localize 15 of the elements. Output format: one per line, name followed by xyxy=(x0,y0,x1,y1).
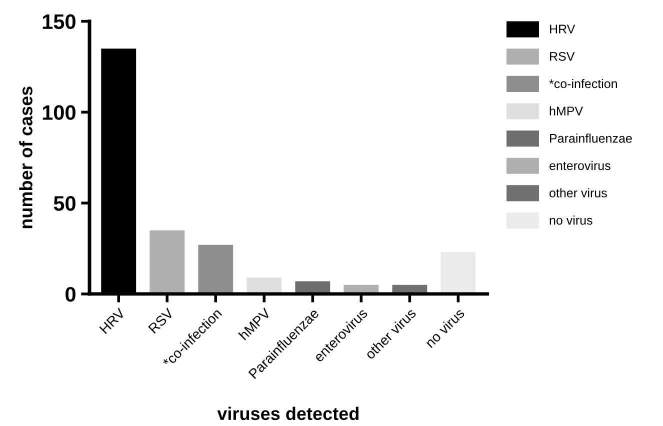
legend-label: hMPV xyxy=(550,106,583,116)
y-tick-label: 0 xyxy=(66,286,76,302)
legend-label: Parainfluenzae xyxy=(550,134,632,143)
y-axis-title: number of cases xyxy=(19,86,32,228)
y-tick-label: 150 xyxy=(42,14,76,30)
legend-label: enterovirus xyxy=(550,160,610,170)
y-tick-label: 100 xyxy=(42,105,76,120)
legend-label: HRV xyxy=(550,24,576,34)
y-tick-label: 50 xyxy=(54,196,76,211)
x-tick-label: no virus xyxy=(424,307,466,348)
legend-label: *co-infection xyxy=(549,78,617,88)
x-axis-title: viruses detected xyxy=(217,406,358,420)
legend-label: RSV xyxy=(550,52,575,61)
legend-label: other virus xyxy=(550,188,607,198)
legend-label: no virus xyxy=(550,216,592,225)
